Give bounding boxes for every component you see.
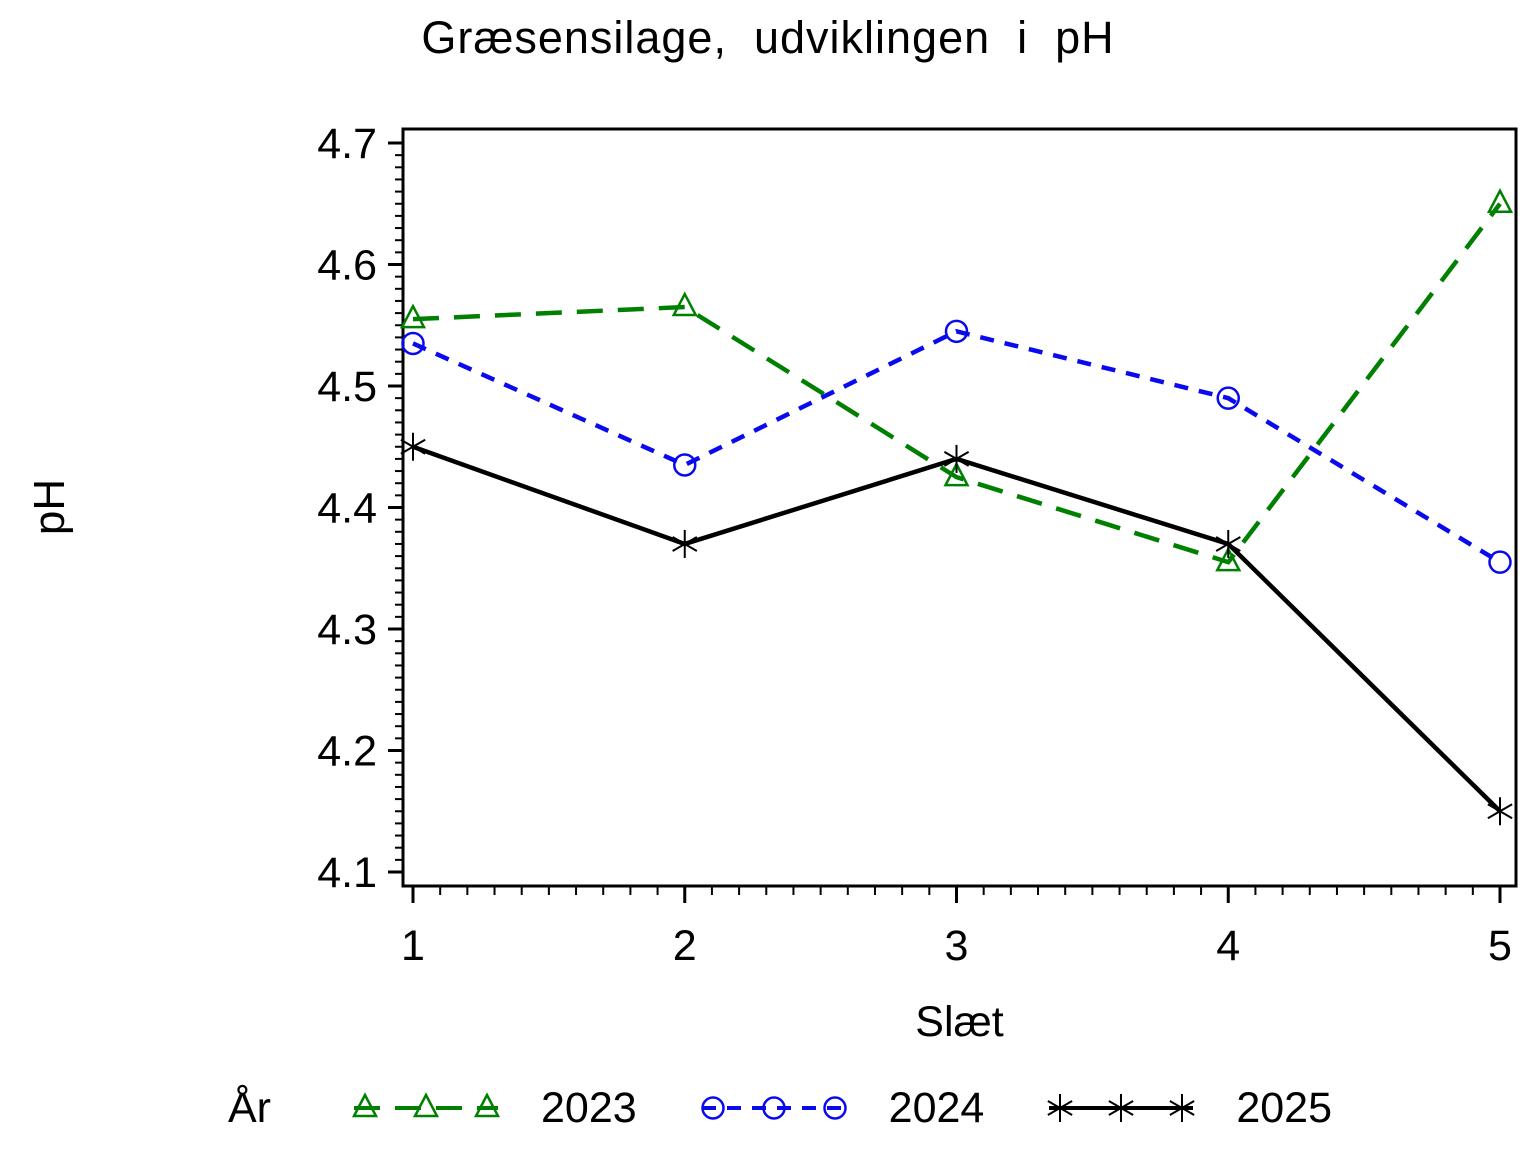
circle-marker xyxy=(1488,550,1512,574)
legend-item-2024: 2024 xyxy=(699,1084,1047,1133)
y-tick-label: 4.1 xyxy=(317,849,377,897)
circle-marker xyxy=(1216,386,1240,410)
plot-frame xyxy=(401,127,1518,888)
series-line-2024 xyxy=(412,328,1502,565)
star-marker xyxy=(1047,1100,1073,1116)
legend-sample-line-2023 xyxy=(351,1092,501,1118)
circle-marker xyxy=(944,319,969,344)
triangle-marker xyxy=(351,1092,379,1118)
star-marker xyxy=(1108,1100,1134,1116)
x-tick-label: 1 xyxy=(401,922,425,970)
triangle-marker xyxy=(671,291,698,317)
triangle-marker xyxy=(943,461,970,487)
circle-marker xyxy=(401,331,425,356)
series-line-2023 xyxy=(412,202,1502,565)
circle-marker xyxy=(673,453,697,477)
circle-marker xyxy=(700,1096,725,1120)
series-line-2025 xyxy=(412,444,1502,813)
x-tick-label: 5 xyxy=(1488,922,1512,970)
x-tick-label: 3 xyxy=(945,922,969,970)
triangle-marker xyxy=(473,1092,501,1118)
legend-label-2025: 2025 xyxy=(1236,1083,1333,1132)
star-marker xyxy=(400,438,426,455)
triangle-marker xyxy=(399,303,427,329)
y-tick-label: 4.3 xyxy=(317,606,377,654)
y-tick-label: 4.2 xyxy=(317,728,377,776)
triangle-marker xyxy=(1486,188,1514,213)
x-tick-label: 4 xyxy=(1216,922,1240,970)
legend-sample-line-2025 xyxy=(1047,1094,1195,1122)
y-tick-label: 4.5 xyxy=(317,363,377,411)
star-marker xyxy=(1169,1100,1195,1116)
circle-marker xyxy=(822,1096,847,1120)
x-axis-title: Slæt xyxy=(915,998,1004,1046)
triangle-marker xyxy=(1215,546,1242,572)
chart-title: Græsensilage, udviklingen i pH xyxy=(421,12,1115,63)
legend: År 2023 2024 2025 xyxy=(228,1082,1394,1134)
legend-item-2025: 2025 xyxy=(1046,1084,1394,1133)
star-marker xyxy=(943,451,970,467)
y-tick-label: 4.4 xyxy=(317,485,377,533)
legend-sample-line-2024 xyxy=(700,1096,847,1120)
legend-label-2023: 2023 xyxy=(541,1083,637,1132)
star-marker xyxy=(1215,536,1241,552)
y-tick-label: 4.6 xyxy=(317,242,377,290)
y-tick-label: 4.7 xyxy=(317,120,377,168)
x-tick-label: 2 xyxy=(673,922,697,970)
star-marker xyxy=(1487,803,1513,820)
legend-label-2024: 2024 xyxy=(888,1083,985,1132)
star-marker xyxy=(672,536,698,552)
triangle-marker xyxy=(412,1092,440,1118)
legend-title: År xyxy=(228,1083,271,1132)
legend-item-2023: 2023 xyxy=(351,1084,699,1133)
circle-marker xyxy=(761,1096,786,1120)
